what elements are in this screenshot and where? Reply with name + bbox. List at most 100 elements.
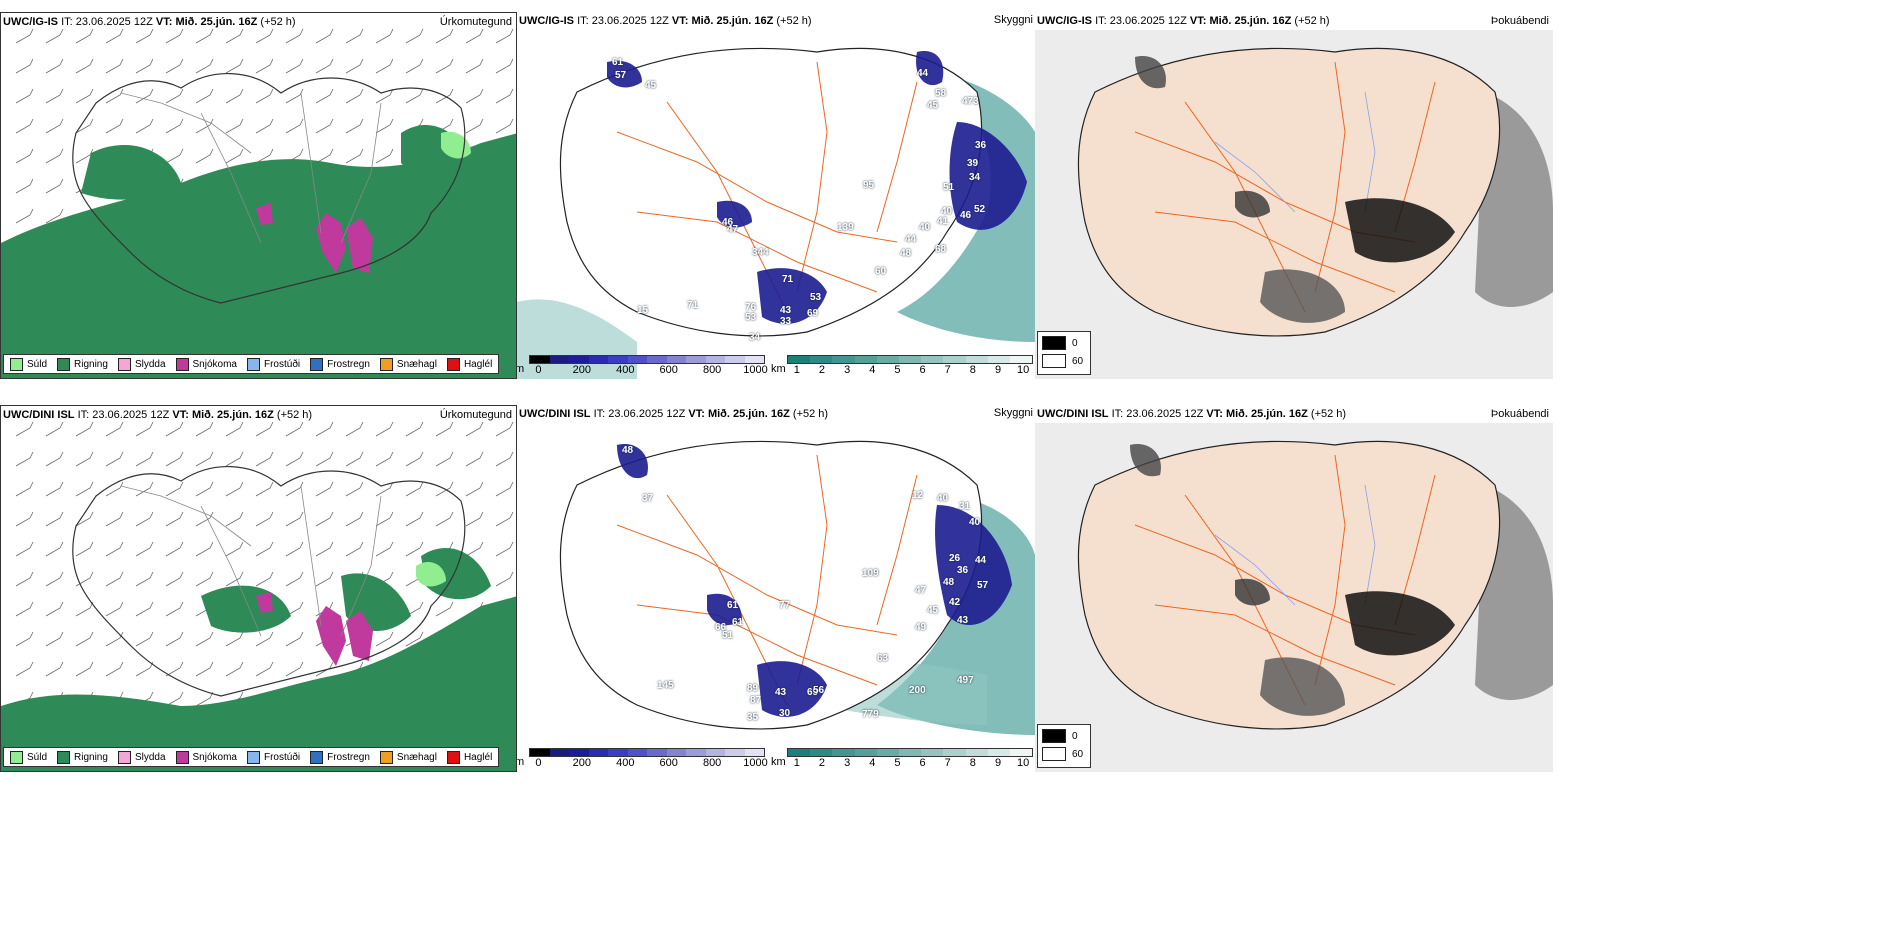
colorbar-cell — [549, 749, 569, 756]
colorbar-tick: 7 — [944, 757, 951, 769]
colorbar-cell — [627, 356, 647, 363]
cloud-base-label: 51 — [943, 182, 955, 193]
wind-barb — [45, 661, 64, 677]
wind-barb — [375, 511, 394, 527]
colorbar-cell — [832, 749, 855, 756]
cloud-base-label: 34 — [969, 172, 981, 183]
colorbar-cell — [686, 356, 706, 363]
wind-barb — [255, 661, 274, 677]
colorbar-tick: 7 — [944, 364, 951, 376]
fog-legend-label: 60 — [1072, 355, 1084, 367]
legend-swatch — [10, 750, 23, 764]
legend-swatch — [246, 750, 260, 764]
wind-barb — [255, 148, 274, 164]
cloud-base-label: 68 — [935, 244, 947, 255]
wind-barb — [315, 148, 334, 164]
colorbar-cell — [965, 749, 988, 756]
cloud-base-label: 779 — [862, 709, 879, 720]
wind-barb — [345, 28, 364, 44]
fog-map — [1035, 30, 1553, 379]
wind-barb — [375, 631, 394, 647]
wind-barb — [225, 571, 244, 587]
wind-barb — [75, 421, 94, 437]
wind-barb — [255, 421, 274, 437]
cloud-base-label: 36 — [975, 140, 987, 151]
colorbar-cell — [943, 356, 966, 363]
legend-swatch — [175, 750, 189, 764]
wind-barb — [315, 541, 334, 557]
legend-item: Frostúði — [246, 357, 300, 371]
wind-barb — [285, 28, 304, 44]
cloud-base-label: 53 — [810, 292, 822, 303]
wind-barb — [45, 601, 64, 617]
legend-label: Snæhagl — [396, 751, 437, 763]
wind-barb — [45, 451, 64, 467]
wind-barb — [105, 58, 124, 74]
precip-panel-bottom: UWC/DINI ISL IT: 23.06.2025 12Z VT: Mið.… — [0, 405, 517, 772]
wind-barb — [345, 58, 364, 74]
colorbar-tick: 800 — [702, 757, 722, 769]
wind-barb — [435, 88, 454, 104]
wind-barb — [315, 601, 334, 617]
colorbar-cell — [608, 356, 628, 363]
cloud-base-label: 46 — [960, 210, 972, 221]
wind-barb — [345, 88, 364, 104]
colorbar-tick: 9 — [994, 757, 1002, 769]
legend-item: Frostregn — [310, 357, 370, 371]
legend-item: Snjókoma — [175, 750, 237, 764]
cloud-base-label: 36 — [957, 565, 969, 576]
wind-barb — [195, 148, 214, 164]
wind-barb — [315, 511, 334, 527]
wind-barb — [375, 148, 394, 164]
legend-item: Haglél — [446, 750, 493, 764]
wind-barb — [135, 58, 154, 74]
wind-barb — [45, 118, 64, 134]
colorbar-tick: 4 — [869, 757, 876, 769]
colorbar-tick: 200 — [572, 757, 592, 769]
wind-barb — [495, 481, 514, 497]
cloud-base-label: 31 — [959, 501, 971, 512]
colorbar-cell — [1009, 356, 1033, 363]
wind-barb — [465, 118, 484, 134]
wind-barb — [135, 118, 154, 134]
wind-barb — [255, 541, 274, 557]
cloud-base-label: 12 — [912, 490, 924, 501]
wind-barb — [495, 88, 514, 104]
wind-barb — [465, 28, 484, 44]
legend-label: Haglél — [463, 751, 493, 763]
legend-item: Rigning — [57, 750, 108, 764]
wind-barb — [285, 571, 304, 587]
wind-barb — [165, 511, 184, 527]
wind-barb — [285, 421, 304, 437]
wind-barb — [75, 118, 94, 134]
colorbar-tick: 400 — [616, 364, 635, 376]
colorbar-cell — [987, 356, 1010, 363]
fog-legend-swatch — [1042, 336, 1066, 350]
wind-barb — [105, 661, 124, 677]
wind-barb — [345, 481, 364, 497]
wind-barb — [165, 571, 184, 587]
colorbar-cell — [588, 749, 608, 756]
wind-barb — [195, 661, 214, 677]
wind-barb — [465, 421, 484, 437]
wind-barb — [345, 541, 364, 557]
fog-legend-row: 60 — [1042, 354, 1086, 368]
colorbar-cell — [530, 749, 550, 756]
wind-barb — [165, 118, 184, 134]
panel-title: Þokuábendi — [1490, 408, 1549, 420]
cloud-base-label: 45 — [645, 80, 657, 91]
wind-barb — [315, 451, 334, 467]
wind-barb — [195, 451, 214, 467]
wind-barb — [465, 481, 484, 497]
fog-legend-swatch — [1042, 354, 1066, 368]
wind-barb — [165, 58, 184, 74]
colorbar-cell — [725, 749, 745, 756]
colorbar-cell — [744, 749, 764, 756]
wind-barb — [165, 601, 184, 617]
wind-barb — [15, 541, 34, 557]
cloud-base-label: 40 — [919, 222, 931, 233]
legend-item: Snjókoma — [175, 357, 237, 371]
wind-barb — [75, 58, 94, 74]
legend-swatch — [175, 357, 189, 371]
colorbar-cell — [666, 749, 686, 756]
